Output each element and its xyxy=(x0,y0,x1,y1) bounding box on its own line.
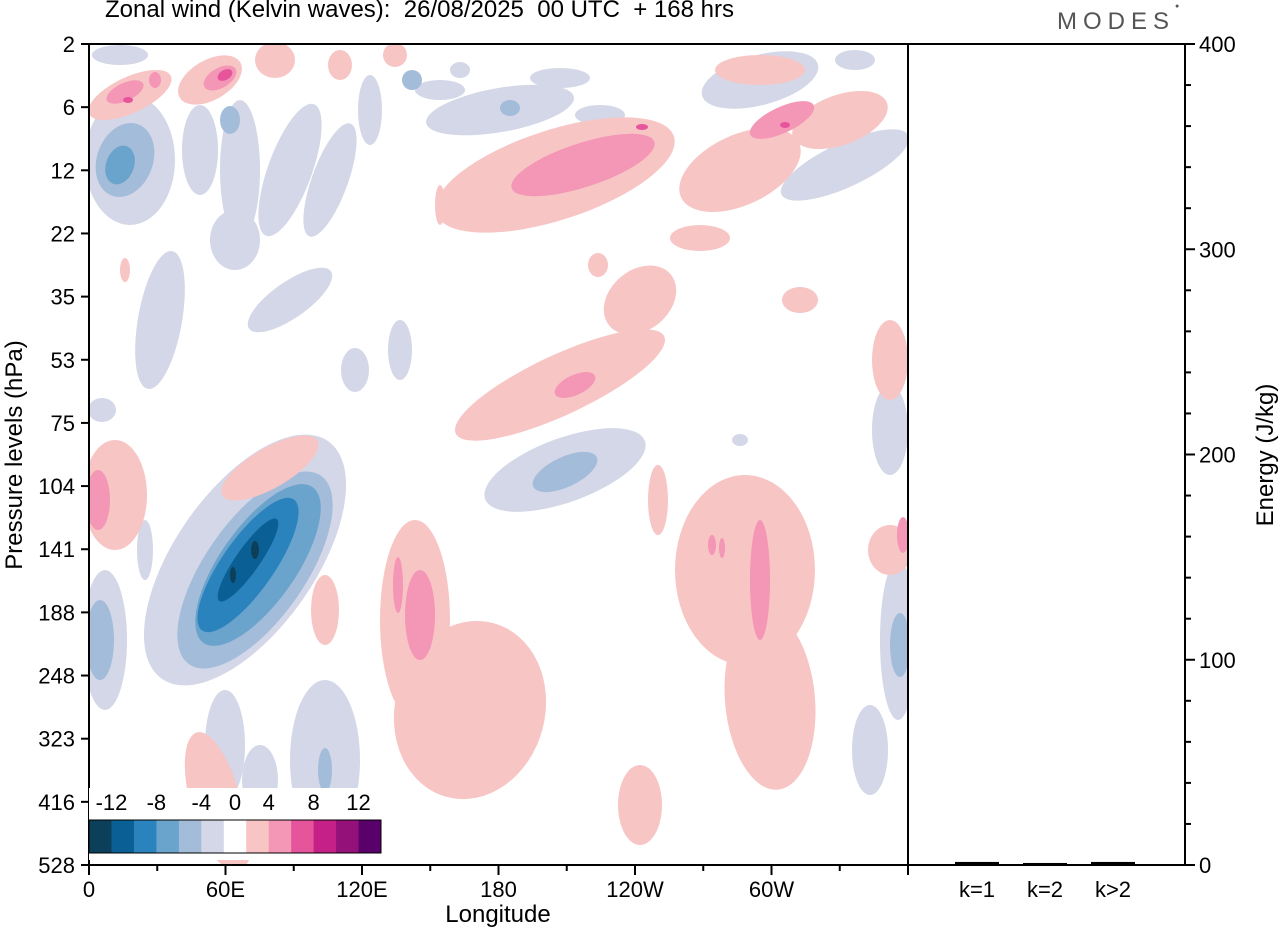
energy-bars xyxy=(955,861,1135,865)
energy-x-tick-labels: k=1 k=2 k>2 xyxy=(959,877,1131,902)
energy-y-tick-label: 200 xyxy=(1199,443,1236,468)
x-tick-label: 60W xyxy=(749,877,794,902)
x-tick-label: 0 xyxy=(83,877,95,902)
y-tick-label: 53 xyxy=(51,348,75,373)
y-tick-label: 104 xyxy=(38,474,75,499)
energy-x-label: k>2 xyxy=(1095,877,1131,902)
contours-neg-max xyxy=(230,541,259,583)
y-tick-label: 35 xyxy=(51,285,75,310)
energy-y-tick-label: 300 xyxy=(1199,237,1236,262)
energy-x-label: k=1 xyxy=(959,877,995,902)
y-tick-label: 22 xyxy=(51,221,75,246)
y-tick-label: 141 xyxy=(38,537,75,562)
colorbar-label: 4 xyxy=(263,790,275,815)
y-tick-marks xyxy=(81,43,89,866)
registered-mark: ● xyxy=(1175,3,1180,10)
colorbar-swatch xyxy=(313,820,337,853)
y-tick-label: 2 xyxy=(63,32,75,57)
energy-y-tick-label: 400 xyxy=(1199,32,1236,57)
energy-y-tick-label: 100 xyxy=(1199,648,1236,673)
energy-panel: 0 100 200 300 400 k=1 k=2 k>2 Energy (J/kg) xyxy=(908,32,1279,902)
colorbar-swatch xyxy=(178,820,202,853)
brand-logo: MODES● xyxy=(1057,3,1179,36)
y-tick-label: 188 xyxy=(38,600,75,625)
contours-pos-strong xyxy=(123,69,790,130)
energy-bar xyxy=(955,861,999,865)
x-tick-label: 60E xyxy=(206,877,245,902)
colorbar-swatch xyxy=(246,820,270,853)
y-tick-label: 12 xyxy=(51,158,75,183)
colorbar-swatch xyxy=(291,820,315,853)
y-axis-label: Pressure levels (hPa) xyxy=(1,340,28,569)
colorbar-swatch xyxy=(336,820,360,853)
colorbar-swatch xyxy=(201,820,225,853)
colorbar-label: 8 xyxy=(307,790,319,815)
y-tick-label: 416 xyxy=(38,790,75,815)
colorbar-swatch xyxy=(223,820,247,853)
heatmap-field xyxy=(89,44,908,865)
colorbar-swatch xyxy=(111,820,135,853)
y-tick-label: 323 xyxy=(38,727,75,752)
x-tick-marks xyxy=(88,865,909,875)
colorbar-frame xyxy=(88,819,382,854)
colorbar-swatch xyxy=(156,820,180,853)
energy-y-tick-label: 0 xyxy=(1199,853,1211,878)
y-tick-label: 75 xyxy=(51,411,75,436)
x-tick-label: 120E xyxy=(336,877,387,902)
colorbar-label: -12 xyxy=(96,790,128,815)
colorbar-swatch xyxy=(89,820,112,853)
y-tick-label: 248 xyxy=(38,664,75,689)
colorbar-swatch xyxy=(133,820,157,853)
energy-y-tick-labels: 0 100 200 300 400 xyxy=(1199,32,1236,878)
x-tick-labels: 0 60E 120E 180 120W 60W xyxy=(83,877,794,902)
y-tick-label: 528 xyxy=(38,853,75,878)
x-axis-label: Longitude xyxy=(445,901,550,928)
colorbar-swatch xyxy=(268,820,292,853)
x-tick-label: 180 xyxy=(480,877,517,902)
y-tick-labels: 2 6 12 22 35 53 75 104 141 188 248 323 416 528 xyxy=(38,32,75,878)
colorbar-label: -8 xyxy=(147,790,167,815)
energy-x-label: k=2 xyxy=(1027,877,1063,902)
energy-bar xyxy=(1091,861,1135,865)
colorbar-label: 0 xyxy=(229,790,241,815)
colorbar-swatches xyxy=(89,820,382,853)
energy-y-axis-label: Energy (J/kg) xyxy=(1252,384,1279,527)
energy-y-tick-marks xyxy=(1185,43,1195,866)
main-axes: 2 6 12 22 35 53 75 104 141 188 248 323 416 528 0 60E 12… xyxy=(1,32,909,928)
colorbar: -12 -8 -4 0 4 8 12 xyxy=(88,788,382,860)
colorbar-label: 12 xyxy=(346,790,370,815)
chart-title: Zonal wind (Kelvin waves): 26/08/2025 00… xyxy=(105,0,734,23)
x-tick-label: 120W xyxy=(606,877,664,902)
energy-bar xyxy=(1023,862,1067,865)
colorbar-label: -4 xyxy=(192,790,212,815)
colorbar-swatch xyxy=(358,820,382,853)
brand-text: MODES xyxy=(1057,8,1176,35)
y-tick-label: 6 xyxy=(63,95,75,120)
colorbar-labels: -12 -8 -4 0 4 8 12 xyxy=(96,790,371,815)
